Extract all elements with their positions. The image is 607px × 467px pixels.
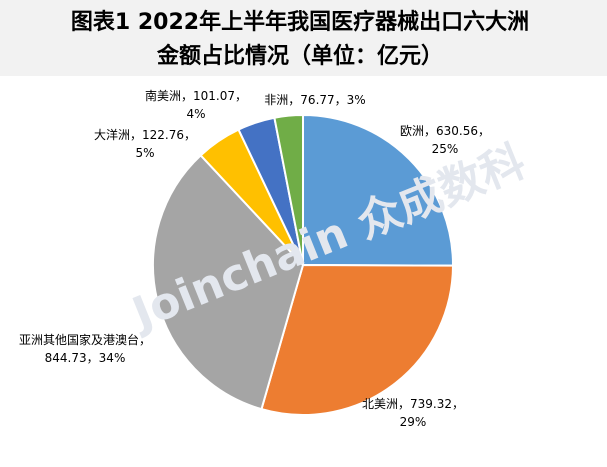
data-label: 大洋洲，122.76， 5% [94,127,196,160]
label-separator: ， [288,93,300,107]
label-part: 北美洲 [362,397,398,411]
label-separator: ， [139,333,151,347]
label-part: 大洋洲 [94,127,130,142]
pie-slice [260,263,455,416]
label-part: 3% [347,93,366,107]
pie-slice [302,113,454,267]
label-part: 5% [135,146,154,160]
pie [152,113,455,416]
label-part: 122.76 [142,128,184,142]
label-part: 630.56 [436,124,478,138]
label-separator: ， [335,93,347,107]
label-separator: ， [87,351,99,365]
data-label: 南美洲，101.07， 4% [145,88,247,121]
title-band [0,0,607,76]
label-separator: ， [478,124,490,138]
label-part: 25% [432,142,459,156]
label-part: 非洲 [264,93,288,107]
label-part: 欧洲 [400,124,424,138]
label-separator: ， [452,397,464,411]
label-separator: ， [130,128,142,142]
label-part: 亚洲其他国家及港澳台 [19,332,139,347]
data-label: 非洲，76.77，3% [264,93,365,107]
label-part: 76.77 [300,93,334,107]
label-part: 29% [400,415,427,429]
data-label: 北美洲，739.32， 29% [362,397,464,429]
chart-title: 图表1 2022年上半年我国医疗器械出口六大洲 [71,9,529,35]
label-part: 101.07 [193,89,235,103]
label-separator: ， [235,89,247,103]
label-part: 844.73 [45,351,87,365]
pie-slice [273,113,304,266]
label-part: 739.32 [410,397,452,411]
label-separator: ， [184,128,196,142]
label-part: 南美洲 [145,88,181,103]
label-separator: ， [181,89,193,103]
label-separator: ， [398,397,410,411]
label-part: 34% [99,351,126,365]
data-label: 亚洲其他国家及港澳台， 844.73，34% [19,332,151,365]
label-separator: ， [424,124,436,138]
data-label: 欧洲，630.56， 25% [400,124,490,156]
pie-slice [152,153,305,411]
chart-title: 金额占比情况（单位：亿元） [156,43,443,69]
labels: 欧洲，630.56， 25%北美洲，739.32， 29%亚洲其他国家及港澳台， 84… [19,88,490,429]
label-part: 4% [186,107,205,121]
